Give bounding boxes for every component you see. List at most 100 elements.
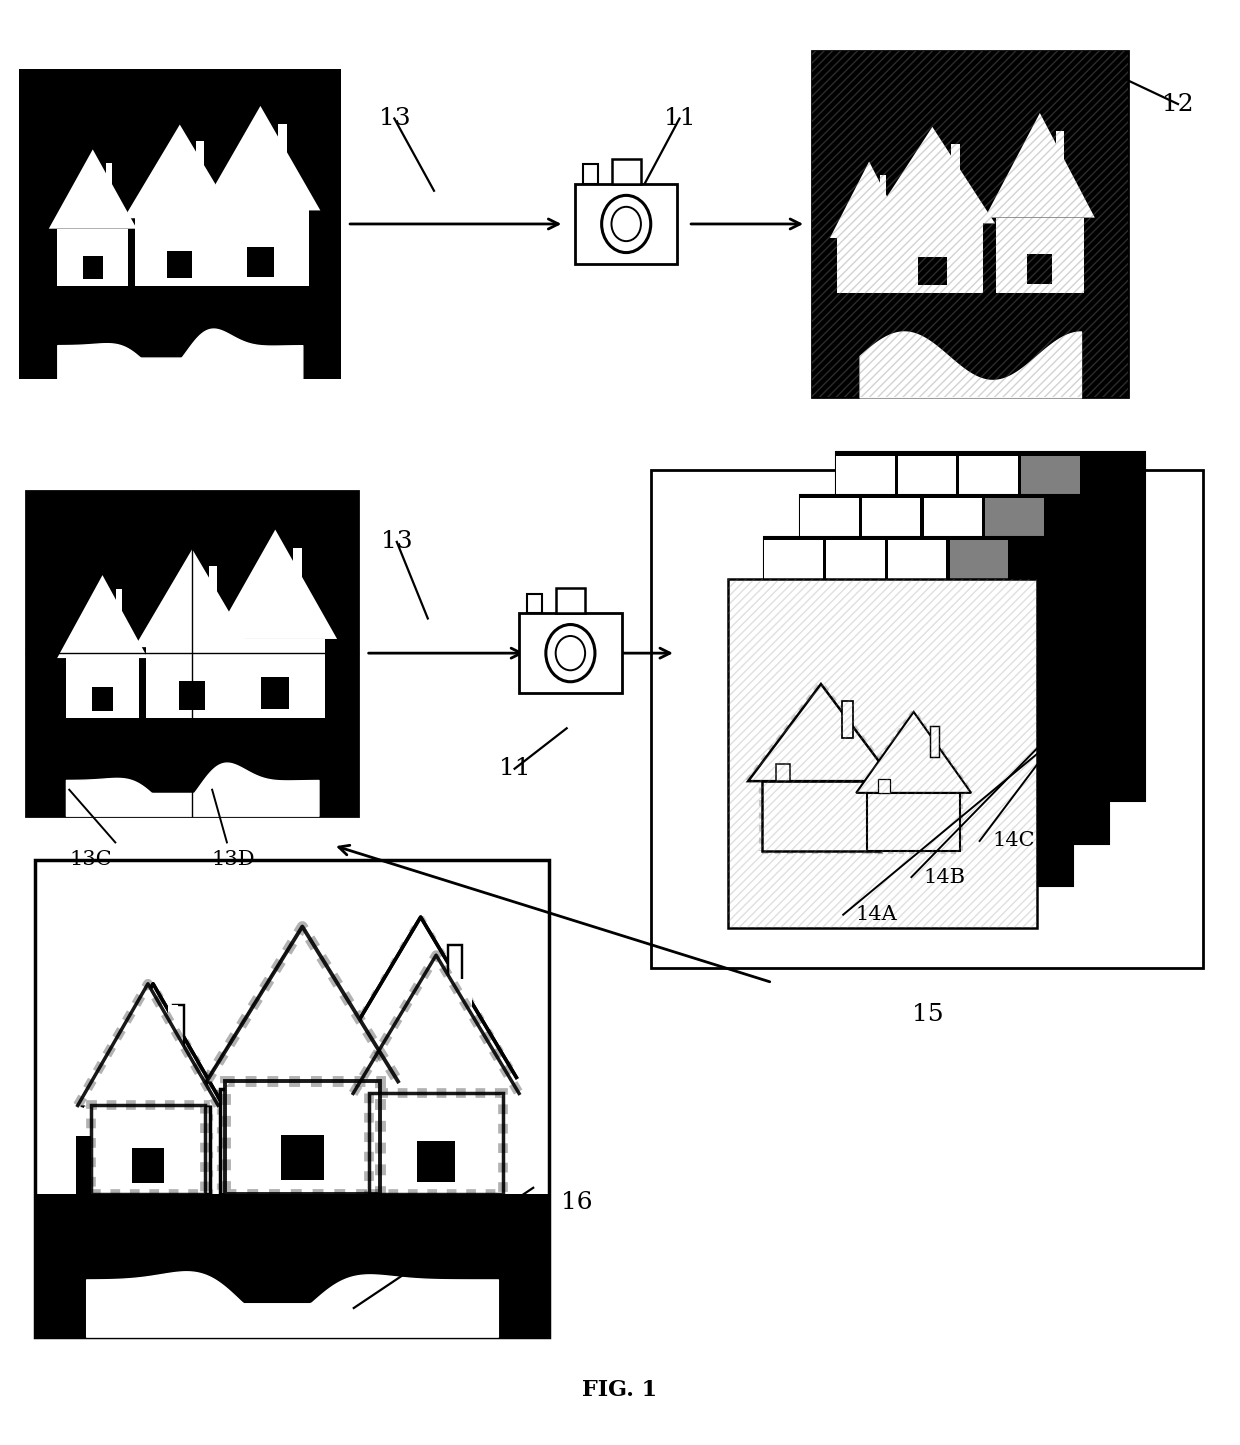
Bar bbox=[370, 1094, 503, 1194]
Bar bbox=[97, 1105, 210, 1194]
Bar bbox=[960, 595, 1018, 662]
Bar bbox=[837, 238, 900, 293]
Bar bbox=[867, 793, 960, 851]
Bar bbox=[996, 218, 1084, 293]
Bar bbox=[243, 1055, 262, 1081]
Bar bbox=[226, 1081, 379, 1194]
Bar bbox=[776, 764, 790, 782]
Bar bbox=[960, 526, 1018, 592]
Bar bbox=[92, 686, 113, 711]
Bar bbox=[105, 1084, 119, 1105]
Bar bbox=[226, 1081, 379, 1194]
Bar bbox=[924, 637, 982, 704]
Bar bbox=[728, 579, 1037, 928]
Bar bbox=[836, 455, 894, 522]
Bar bbox=[1055, 131, 1064, 171]
Bar bbox=[826, 681, 884, 746]
Bar bbox=[179, 681, 206, 709]
Bar bbox=[76, 1136, 128, 1194]
Polygon shape bbox=[830, 162, 909, 238]
Bar bbox=[862, 568, 920, 634]
Circle shape bbox=[611, 207, 641, 241]
Bar bbox=[575, 184, 677, 264]
Text: 16: 16 bbox=[560, 1191, 593, 1214]
Text: 14B: 14B bbox=[924, 867, 966, 887]
Bar bbox=[92, 1105, 205, 1194]
Bar bbox=[867, 793, 960, 851]
Bar bbox=[918, 257, 946, 285]
Text: 13A: 13A bbox=[69, 513, 112, 533]
Bar bbox=[800, 494, 1109, 844]
Bar bbox=[370, 1094, 503, 1194]
Bar bbox=[878, 779, 889, 793]
Text: 11: 11 bbox=[663, 107, 696, 130]
Bar bbox=[246, 1065, 263, 1090]
Bar bbox=[764, 538, 1073, 886]
Bar bbox=[950, 540, 1008, 607]
Bar bbox=[19, 69, 341, 380]
Circle shape bbox=[546, 624, 595, 682]
Polygon shape bbox=[57, 575, 148, 657]
Bar bbox=[862, 637, 920, 704]
Text: 13B: 13B bbox=[212, 513, 254, 533]
Bar bbox=[35, 860, 549, 1337]
Bar bbox=[278, 124, 286, 163]
Bar bbox=[92, 1105, 205, 1194]
Text: 13D: 13D bbox=[211, 850, 255, 870]
Bar bbox=[556, 588, 585, 613]
Bar bbox=[117, 1084, 130, 1105]
Bar bbox=[812, 51, 1128, 397]
Bar bbox=[882, 224, 983, 293]
Bar bbox=[960, 455, 1018, 522]
Bar bbox=[174, 1004, 184, 1051]
Bar bbox=[418, 1142, 455, 1182]
Bar bbox=[262, 676, 289, 708]
Bar bbox=[800, 499, 858, 565]
Polygon shape bbox=[207, 926, 398, 1081]
Bar bbox=[764, 540, 823, 607]
Bar bbox=[812, 51, 1128, 397]
Polygon shape bbox=[48, 149, 136, 228]
Bar bbox=[370, 1094, 503, 1194]
Bar bbox=[862, 499, 920, 565]
Text: 14D: 14D bbox=[1060, 795, 1104, 815]
Bar bbox=[35, 1194, 549, 1337]
Bar bbox=[343, 1078, 498, 1194]
Bar bbox=[343, 1078, 498, 1194]
Bar bbox=[898, 526, 956, 592]
Bar bbox=[460, 980, 472, 1032]
Bar bbox=[520, 613, 621, 692]
Bar bbox=[898, 595, 956, 662]
Text: 14C: 14C bbox=[992, 831, 1034, 851]
Polygon shape bbox=[325, 918, 516, 1078]
Text: 11: 11 bbox=[498, 757, 531, 780]
Bar bbox=[371, 1049, 389, 1078]
Bar bbox=[145, 647, 239, 718]
Bar bbox=[105, 163, 112, 194]
Bar bbox=[836, 452, 1145, 801]
Bar bbox=[583, 165, 598, 184]
Polygon shape bbox=[869, 127, 994, 224]
Bar bbox=[92, 1105, 205, 1194]
Bar bbox=[83, 256, 103, 279]
Bar bbox=[842, 701, 853, 737]
Polygon shape bbox=[201, 105, 320, 211]
Bar bbox=[764, 610, 823, 676]
Bar bbox=[293, 549, 303, 590]
Bar bbox=[611, 159, 641, 184]
Bar bbox=[951, 143, 960, 181]
Bar bbox=[888, 681, 946, 746]
Bar bbox=[247, 247, 274, 277]
Bar bbox=[280, 1136, 324, 1181]
Text: 13: 13 bbox=[381, 530, 413, 553]
Bar bbox=[986, 499, 1044, 565]
Bar bbox=[26, 490, 358, 815]
Bar bbox=[449, 945, 463, 1006]
Text: 14A: 14A bbox=[856, 905, 898, 925]
Bar bbox=[196, 140, 205, 176]
Bar bbox=[317, 971, 331, 1025]
Bar bbox=[1028, 254, 1053, 285]
Bar bbox=[66, 657, 139, 718]
Bar bbox=[728, 579, 1037, 928]
Polygon shape bbox=[353, 955, 520, 1094]
